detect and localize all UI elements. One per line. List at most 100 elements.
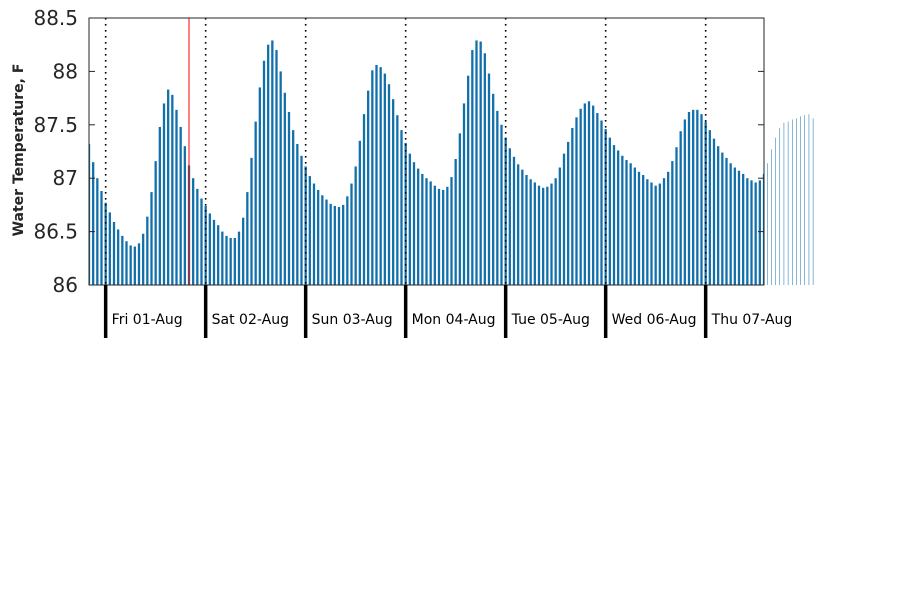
day-label: Tue 05-Aug [511,312,590,328]
bar [142,233,145,285]
bar [329,203,332,285]
bar [750,180,753,285]
bar [421,173,424,285]
bar [283,92,286,285]
bar [392,99,395,285]
bar [121,235,124,285]
bar [554,178,557,285]
bar [225,235,228,285]
bar [779,128,781,285]
bar [637,171,641,285]
bar [525,174,528,285]
bar [442,189,445,285]
bar [137,243,141,285]
bar [321,195,324,285]
bar [550,183,553,285]
y-tick-label: 87 [53,166,78,190]
bar-series [89,40,814,286]
bar [379,67,382,286]
bar [408,153,411,285]
bar [571,128,574,285]
bar [642,174,645,285]
bar [179,126,182,285]
bar [462,103,466,285]
bar [429,181,432,285]
day-label: Sun 03-Aug [312,312,393,328]
y-tick-label: 88 [53,59,78,83]
bar [758,180,761,285]
y-tick-label: 88.5 [33,6,78,30]
plot-frame [88,17,765,286]
bar [150,192,153,285]
bar [775,137,776,285]
bar [217,225,220,285]
bar [696,109,699,286]
bar [808,114,810,286]
bar [129,245,132,285]
bar [625,160,628,285]
x-axis: Fri 01-Aug Sat 02-Aug Sun 03-Aug Mon 04-Aug… [103,285,793,338]
bar [700,114,703,286]
bar [712,138,716,285]
bar [175,109,178,286]
bar [350,183,353,285]
bar [529,179,532,285]
bar [437,188,441,285]
bar [221,231,224,285]
bar [567,141,570,285]
bar [196,188,199,285]
bar [542,187,545,285]
bar [375,64,378,285]
bar [612,145,616,285]
bar [475,40,478,285]
bar [354,166,357,285]
bar [100,191,103,285]
bar [433,185,436,285]
bar [333,205,336,285]
bar [271,40,274,285]
bar [771,149,772,285]
bar [804,115,806,285]
bar [558,167,561,285]
bar [787,121,789,285]
day-label: Sat 02-Aug [212,312,289,328]
bar [396,115,399,285]
bar [671,161,674,285]
bar [262,60,266,285]
midnight-gridlines [104,18,707,285]
day-label: Mon 04-Aug [412,312,496,328]
bar [450,177,453,285]
bar [89,144,91,285]
y-tick-label: 86 [53,273,78,297]
bar [250,157,253,285]
bar [362,114,366,286]
bar [521,169,524,285]
bar [646,179,649,285]
bar [242,217,245,285]
bar [446,186,449,285]
bar [117,229,120,285]
day-label: Thu 07-Aug [711,312,793,328]
bar [467,75,470,285]
bar [96,178,99,285]
bar [783,122,785,285]
bar [675,147,678,285]
bar [704,121,707,285]
bar [608,137,611,285]
bar [158,126,161,285]
bar [575,117,578,285]
bar [650,182,653,285]
bar [387,84,391,285]
bar [254,121,257,285]
bar [208,213,211,285]
bar [687,111,691,285]
bar [471,50,474,285]
bar [133,246,136,285]
bar [146,216,149,285]
bar [296,144,299,285]
bar [108,212,111,285]
bar [621,155,624,285]
bar [346,196,349,285]
bar [579,108,582,285]
bar [233,238,236,285]
